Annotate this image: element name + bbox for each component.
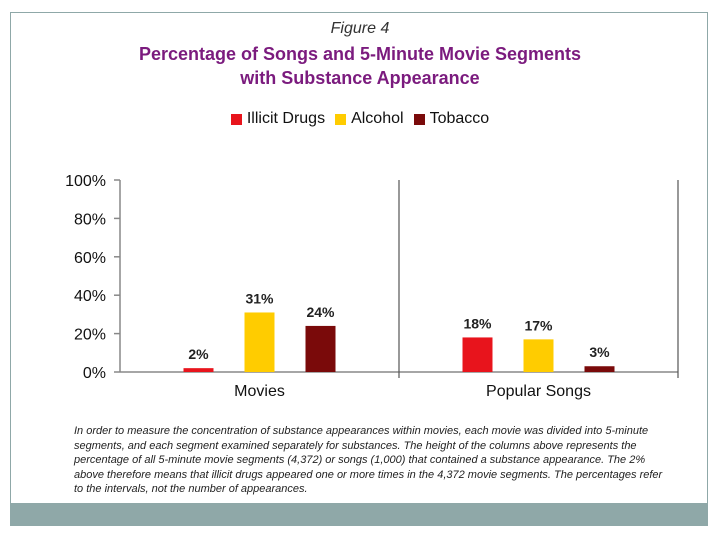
slide-frame [10, 12, 708, 526]
bar-tobacco-movies [305, 325, 336, 372]
bar-data-label: 2% [188, 346, 209, 362]
legend-swatch-alcohol [335, 113, 347, 125]
bar-illicit-drugs-popular-songs [462, 337, 493, 372]
legend-label-alcohol: Alcohol [351, 110, 404, 127]
y-tick-label: 80% [74, 211, 106, 228]
legend-label-tobacco: Tobacco [429, 110, 490, 127]
figure-label: Figure 4 [330, 20, 390, 37]
legend-item-tobacco: Tobacco [413, 110, 490, 128]
x-category-label: Movies [234, 383, 285, 400]
bar-tobacco-popular-songs [584, 366, 615, 372]
legend-label-illicit-drugs: Illicit Drugs [246, 110, 326, 127]
y-tick-label: 40% [74, 288, 106, 305]
legend-item-illicit-drugs: Illicit Drugs [230, 110, 326, 128]
bottom-accent-bar [11, 503, 707, 525]
bar-data-label: 17% [524, 317, 553, 333]
bar-data-label: 24% [306, 304, 335, 320]
legend-swatch-illicit-drugs [230, 113, 242, 125]
y-tick-label: 20% [74, 327, 106, 344]
bar-alcohol-movies [244, 312, 275, 372]
chart-title: Percentage of Songs and 5-Minute Movie S… [0, 42, 720, 90]
bar-alcohol-popular-songs [523, 339, 554, 372]
legend-swatch-tobacco [413, 113, 425, 125]
x-category-label: Popular Songs [486, 383, 591, 400]
bar-data-label: 18% [463, 315, 492, 331]
bar-illicit-drugs-movies [183, 368, 214, 372]
y-tick-label: 100% [65, 173, 106, 190]
bar-data-label: 3% [589, 344, 610, 360]
bar-data-label: 31% [245, 290, 274, 306]
bar-chart: 0% 20% 40% 60% 80% 100% 2% 31% 24% Movies 18% 17% 3%… [65, 173, 679, 400]
legend-item-alcohol: Alcohol [335, 110, 404, 128]
chart-title-line-2: with Substance Appearance [240, 68, 480, 88]
y-tick-label: 0% [83, 365, 106, 382]
y-tick-label: 60% [74, 250, 106, 267]
chart-legend: Illicit Drugs Alcohol Tobacco [0, 110, 720, 128]
chart-caption: In order to measure the concentration of… [74, 425, 663, 495]
chart-title-line-1: Percentage of Songs and 5-Minute Movie S… [138, 44, 582, 64]
